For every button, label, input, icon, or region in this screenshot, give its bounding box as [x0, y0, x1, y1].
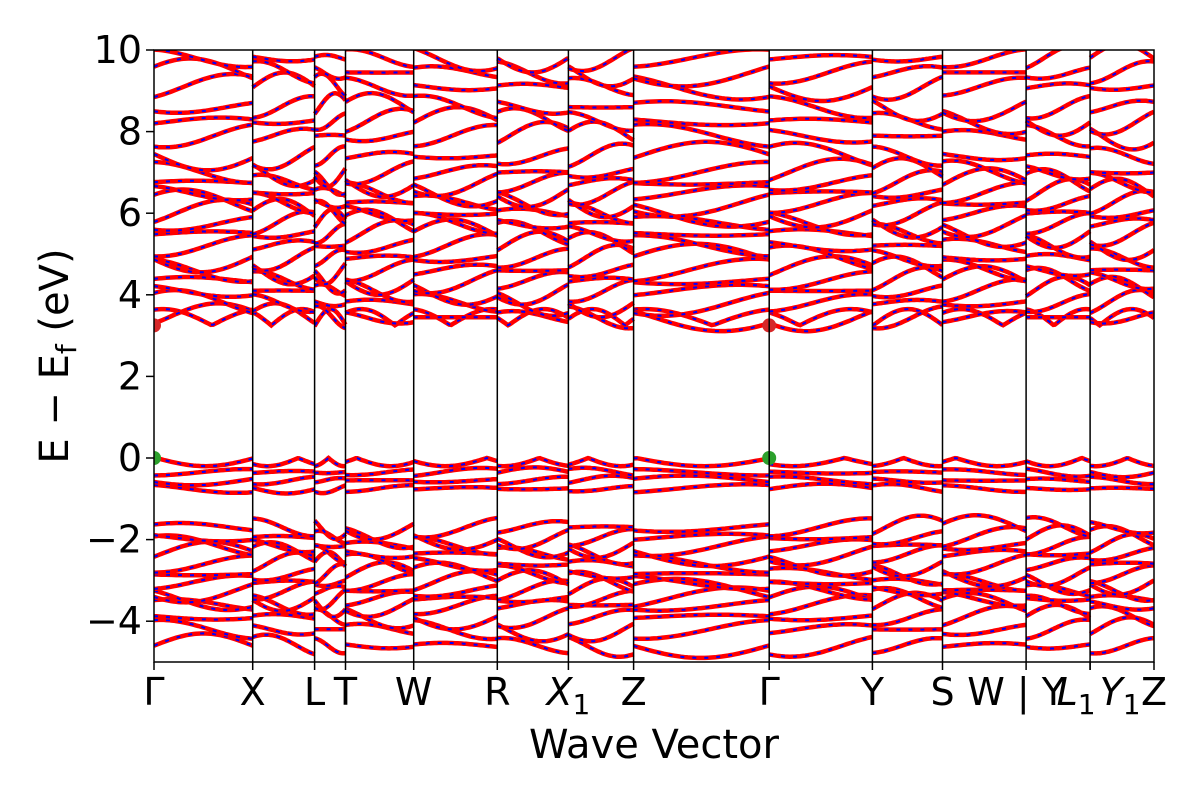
x-axis-ticks: Γ X L T W R X1 Z Γ Y S W | YL1 Y1 Z: [143, 662, 1167, 721]
y-axis-label: E − Ef (eV): [32, 248, 83, 463]
band-line-dashed: [154, 632, 1154, 659]
x-tick-label: Z: [621, 670, 647, 714]
plot-frame: [153, 49, 1155, 663]
x-tick-label: W | Y: [967, 670, 1066, 715]
band-line-dashed: [154, 140, 1154, 172]
band-line-dashed: [154, 616, 1154, 643]
band-line-dashed: [154, 275, 1154, 306]
y-tick-label: 2: [118, 354, 142, 398]
y-tick-label: 0: [118, 436, 142, 480]
x-tick-label: X1: [544, 670, 590, 721]
band-line-dashed: [154, 550, 1154, 578]
band-line-dashed: [154, 308, 1154, 327]
y-tick-label: −2: [86, 518, 142, 562]
band-line-dashed: [154, 50, 1154, 74]
x-axis-label: Wave Vector: [529, 722, 780, 768]
x-tick-label: Y: [860, 670, 885, 714]
x-tick-label: X: [240, 670, 266, 714]
band-line-dashed: [154, 482, 1154, 495]
x-tick-label: Γ: [143, 670, 164, 714]
y-axis-label-unit: (eV): [32, 248, 78, 344]
band-lines: [154, 50, 1154, 661]
cbm-marker: [154, 318, 161, 333]
y-tick-label: 6: [118, 191, 142, 235]
x-tick-label: Γ: [759, 670, 780, 714]
vbm-marker: [154, 451, 161, 465]
band-line-dashed: [154, 92, 1154, 123]
band-line-dashed: [154, 524, 1154, 551]
band-line-dashed: [154, 577, 1154, 604]
band-line: [154, 50, 1154, 75]
x-tick-label: Y1: [1100, 670, 1141, 721]
band-line: [154, 90, 1154, 124]
band-line: [154, 139, 1154, 173]
y-axis-label-main: E − E: [32, 354, 78, 464]
y-tick-label: −4: [86, 599, 142, 643]
band-line-dashed: [154, 466, 1154, 479]
band-line-dashed: [154, 208, 1154, 239]
high-symmetry-lines: [251, 50, 1091, 662]
band-line-dashed: [154, 120, 1154, 151]
band-line-dashed: [154, 569, 1154, 596]
y-tick-label: 4: [118, 273, 142, 317]
svg-text:E − Ef (eV): E − Ef (eV): [32, 248, 83, 463]
band-line-dashed: [154, 157, 1154, 188]
x-tick-label: T: [333, 670, 358, 714]
band-line-dashed: [154, 230, 1154, 262]
band-line-dashed: [154, 167, 1154, 198]
y-axis-label-sub: f: [50, 343, 83, 354]
y-tick-label: 8: [118, 110, 142, 154]
band-line-dashed: [154, 474, 1154, 487]
band-line-dashed: [154, 242, 1154, 274]
x-tick-label: L1: [1057, 670, 1096, 721]
band-edge-markers: [154, 318, 777, 465]
band-line-dashed: [154, 456, 1154, 468]
x-tick-label: R: [484, 670, 510, 714]
band-line-dashed: [154, 514, 1154, 541]
band-line-dashed: [154, 603, 1154, 631]
x-tick-label: L: [304, 670, 325, 714]
x-tick-label: W: [395, 670, 433, 714]
y-tick-label: 10: [94, 28, 142, 72]
x-tick-label: Z: [1141, 670, 1167, 714]
band-line-dashed: [154, 265, 1154, 296]
x-tick-label: S: [930, 670, 954, 714]
y-axis-ticks: −4 −2 0 2 4 6 8 10: [86, 28, 154, 643]
band-line-dashed: [154, 585, 1154, 612]
